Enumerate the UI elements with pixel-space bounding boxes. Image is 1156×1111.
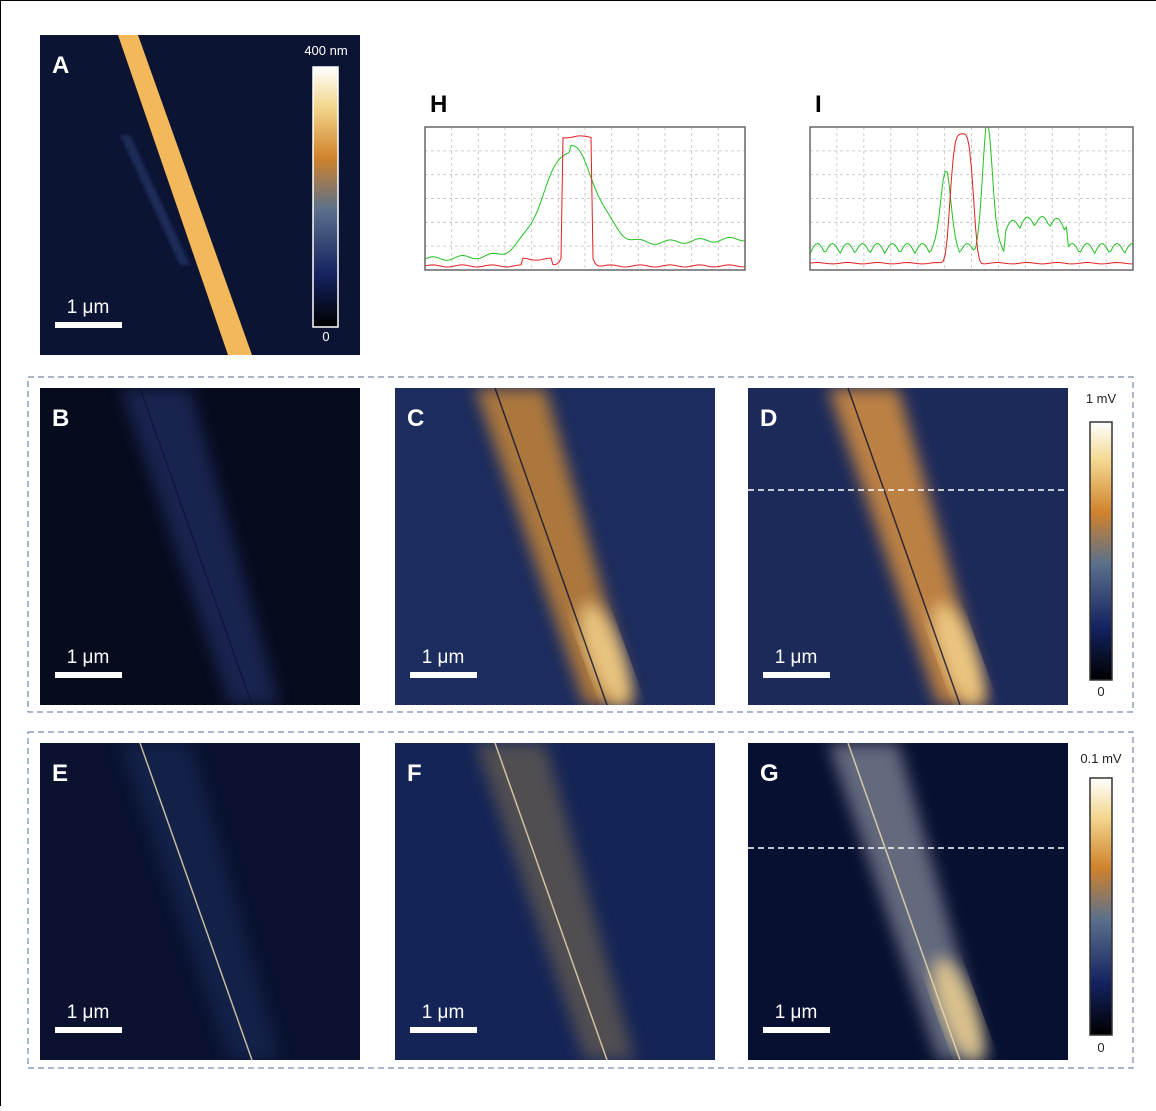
colorbar-min: 0 <box>1097 684 1104 699</box>
colorbar-min: 0 <box>1097 1040 1104 1055</box>
colorbar-max: 0.1 mV <box>1080 751 1122 766</box>
panel-label: G <box>760 760 779 787</box>
colorbar-max: 1 mV <box>1086 391 1117 406</box>
panel-label: F <box>407 760 422 787</box>
plot-label: H <box>430 91 447 118</box>
panel-label: C <box>407 405 424 432</box>
colorbar <box>1090 778 1112 1035</box>
scale-bar-label: 1 μm <box>67 1002 110 1023</box>
scale-bar-label: 1 μm <box>422 647 465 668</box>
scale-bar-label: 1 μm <box>775 647 818 668</box>
colorbar <box>313 67 338 327</box>
colorbar-min: 0 <box>322 329 329 344</box>
colorbar <box>1090 422 1112 680</box>
plot <box>810 120 1133 270</box>
plot-label: I <box>815 91 822 118</box>
plot <box>425 127 745 270</box>
panel-label: D <box>760 405 777 432</box>
panel-label: A <box>52 52 69 79</box>
panel-label: E <box>52 760 68 787</box>
scale-bar-label: 1 μm <box>775 1002 818 1023</box>
scale-bar-label: 1 μm <box>422 1002 465 1023</box>
panel-label: B <box>52 405 69 432</box>
scale-bar-label: 1 μm <box>67 647 110 668</box>
scale-bar-label: 1 μm <box>67 297 110 318</box>
colorbar-max: 400 nm <box>304 43 347 58</box>
